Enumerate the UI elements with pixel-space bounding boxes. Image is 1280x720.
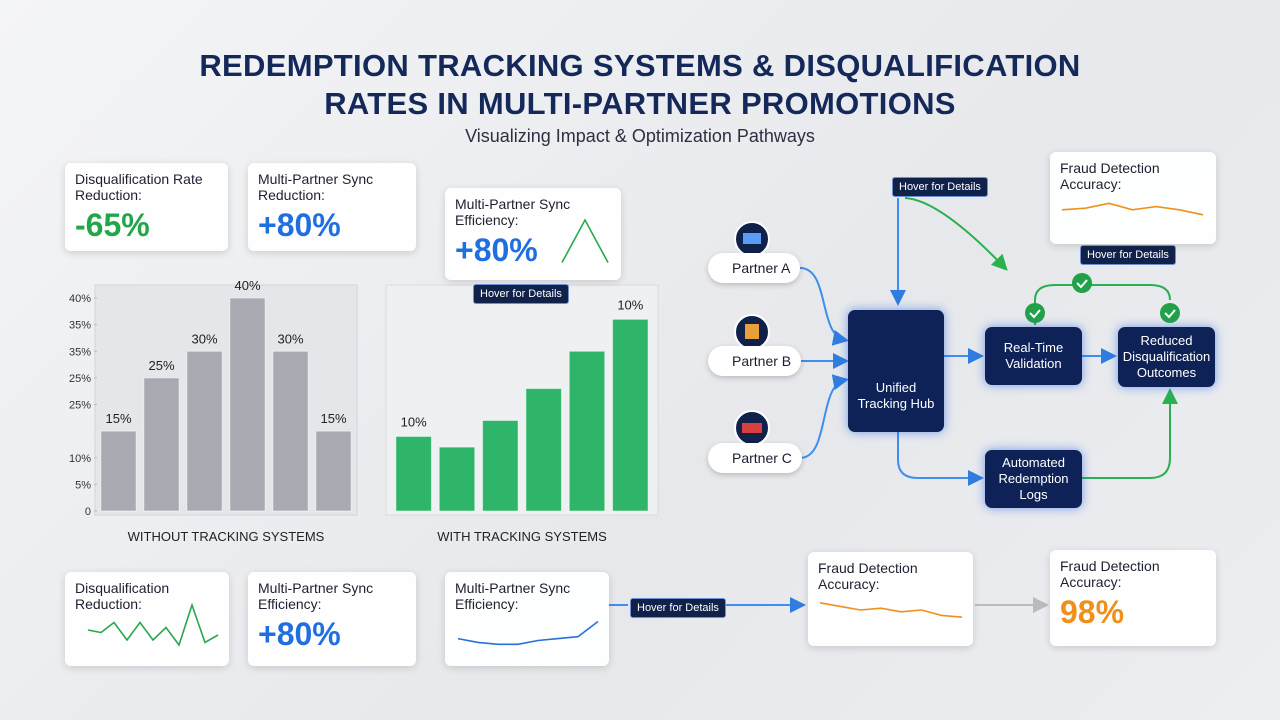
bar xyxy=(272,350,309,512)
hover-tag[interactable]: Hover for Details xyxy=(473,284,569,304)
y-tick-label: 5% xyxy=(75,479,91,491)
card-value: 98% xyxy=(1060,594,1125,630)
bar xyxy=(568,350,606,512)
partner-node: Partner B xyxy=(708,346,802,376)
annotation: 10% xyxy=(617,297,643,312)
card: Disqualification Reduction: xyxy=(65,572,229,666)
bar xyxy=(143,377,180,512)
card-label: Fraud Detection Accuracy: xyxy=(1060,558,1160,590)
hover-tag[interactable]: Hover for Details xyxy=(1080,245,1176,265)
flow-node: Real-Time Validation xyxy=(985,327,1082,385)
card: Disqualification Rate Reduction: -65% xyxy=(65,163,228,251)
value-label: 30% xyxy=(191,331,217,346)
bar xyxy=(315,430,352,512)
bar xyxy=(395,435,432,512)
bar xyxy=(100,430,137,512)
arrows xyxy=(608,198,1117,613)
card-value: -65% xyxy=(75,207,150,243)
bar xyxy=(525,388,562,512)
card-label: Fraud Detection Accuracy: xyxy=(1060,160,1160,192)
card-label: Multi-Partner Sync Efficiency: xyxy=(455,580,571,612)
card: Multi-Partner Sync Efficiency: +80% xyxy=(445,188,621,280)
card: Fraud Detection Accuracy: xyxy=(808,552,973,646)
y-tick-label: 25% xyxy=(69,373,91,385)
y-tick-label: 10% xyxy=(69,453,91,465)
y-tick-label: 0 xyxy=(85,506,91,518)
value-label: 15% xyxy=(105,411,131,426)
flow-node: Unified Tracking Hub xyxy=(848,310,944,432)
value-label: 15% xyxy=(320,411,346,426)
card-value: +80% xyxy=(455,232,538,268)
bar xyxy=(229,297,266,512)
card-label: Fraud Detection Accuracy: xyxy=(818,560,918,592)
panel xyxy=(94,284,358,516)
card: Multi-Partner Sync Reduction: +80% xyxy=(248,163,416,251)
card-label: Disqualification Reduction: xyxy=(75,580,170,612)
x-axis-label: WITH TRACKING SYSTEMS xyxy=(437,529,607,544)
flow-node: Automated Redemption Logs xyxy=(985,450,1082,508)
partner-node: Partner C xyxy=(708,443,802,473)
card-label: Multi-Partner Sync Reduction: xyxy=(258,171,374,203)
card-label: Multi-Partner Sync Efficiency: xyxy=(455,196,571,228)
title: REDEMPTION TRACKING SYSTEMS & DISQUALIFI… xyxy=(199,48,1081,83)
subtitle: Visualizing Impact & Optimization Pathwa… xyxy=(465,126,815,146)
partner-node: Partner A xyxy=(708,253,801,283)
value-label: 25% xyxy=(148,358,174,373)
card-label: Multi-Partner Sync Efficiency: xyxy=(258,580,374,612)
hover-tag[interactable]: Hover for Details xyxy=(892,177,988,197)
card-value: +80% xyxy=(258,207,341,243)
y-tick-label: 35% xyxy=(69,346,91,358)
flow-node: Reduced Disqualification Outcomes xyxy=(1118,327,1215,387)
hover-tag[interactable]: Hover for Details xyxy=(630,598,726,618)
y-tick-label: 25% xyxy=(69,400,91,412)
checks xyxy=(1025,273,1180,323)
card: Multi-Partner Sync Efficiency: xyxy=(445,572,609,666)
card: Fraud Detection Accuracy: 98% xyxy=(1050,550,1216,646)
green-arrows xyxy=(904,197,1178,479)
card: Fraud Detection Accuracy: xyxy=(1050,152,1216,244)
value-label: 40% xyxy=(234,278,260,293)
x-axis-label: WITHOUT TRACKING SYSTEMS xyxy=(128,529,325,544)
y-tick-label: 40% xyxy=(69,293,91,305)
title: RATES IN MULTI-PARTNER PROMOTIONS xyxy=(324,86,956,121)
card: Multi-Partner Sync Efficiency: +80% xyxy=(248,572,416,666)
bar xyxy=(186,350,223,512)
card-label: Disqualification Rate Reduction: xyxy=(75,171,203,203)
annotation: 10% xyxy=(401,414,427,429)
card-value: +80% xyxy=(258,616,341,652)
value-label: 30% xyxy=(277,331,303,346)
bar xyxy=(482,419,519,512)
bar xyxy=(438,446,476,512)
bar xyxy=(612,318,649,512)
y-tick-label: 35% xyxy=(69,320,91,332)
